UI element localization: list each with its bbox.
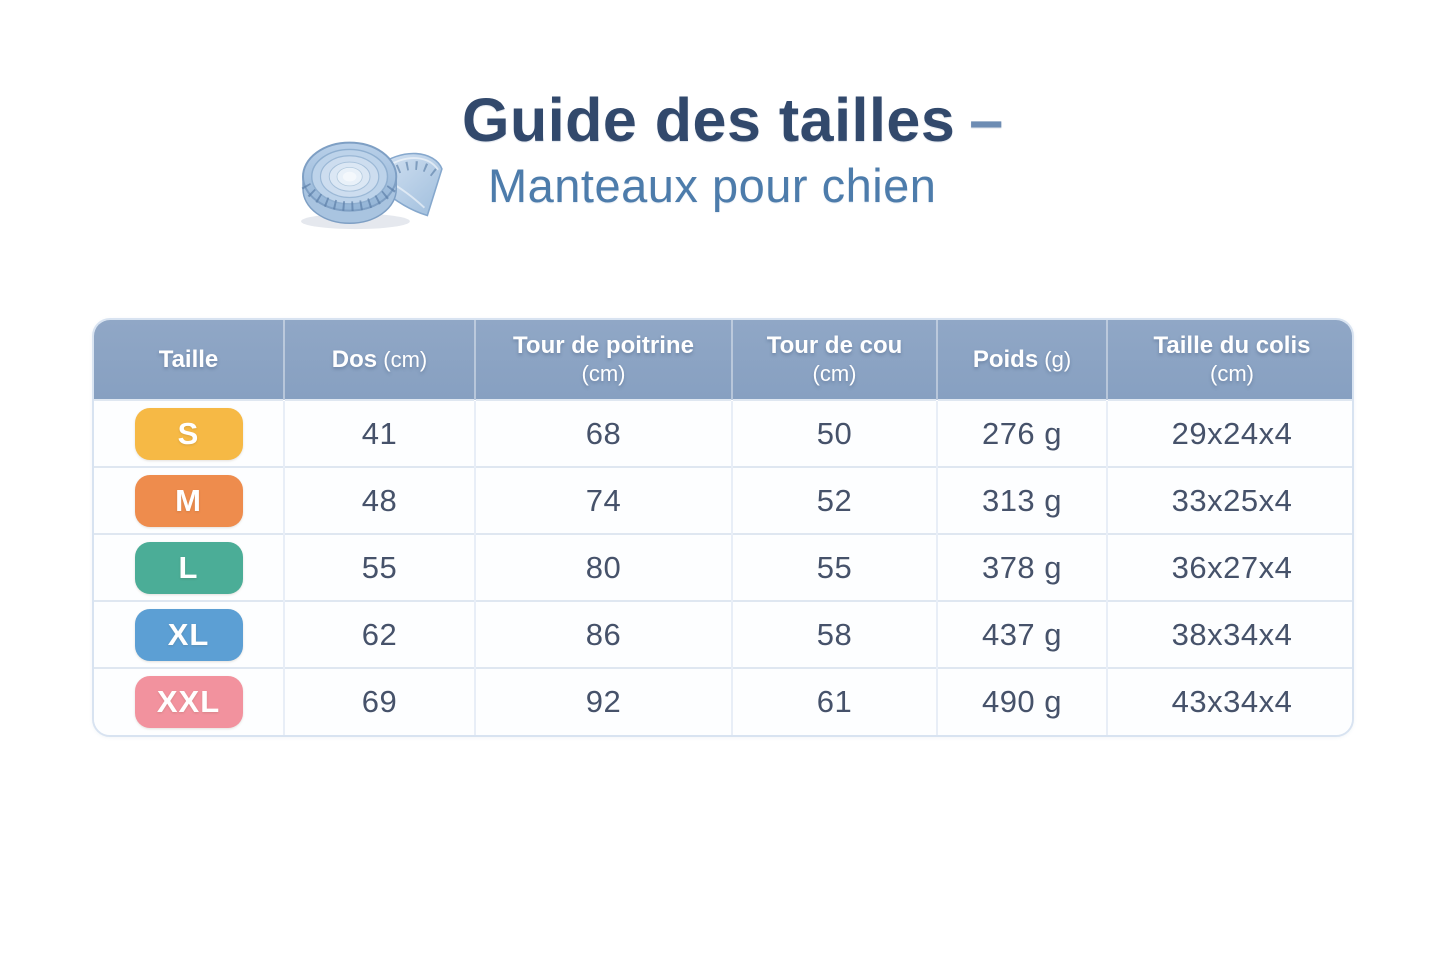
cell-poids-s: 276 g	[937, 399, 1108, 467]
page-title-text: Guide des tailles	[462, 86, 956, 154]
cell-colis-xxl: 43x34x4	[1107, 667, 1352, 735]
column-label: Taille	[158, 345, 219, 373]
cell-colis-l: 36x27x4	[1107, 533, 1352, 601]
column-header-poitrine: Tour de poitrine (cm)	[475, 320, 733, 400]
size-badge-xl: XL	[134, 608, 243, 661]
cell-dos-s: 41	[284, 399, 476, 467]
cell-poids-xxl: 490 g	[937, 667, 1108, 735]
column-header-taille: Taille	[94, 320, 285, 400]
size-badge-s: S	[134, 407, 243, 460]
cell-poitrine-l: 80	[475, 533, 733, 601]
cell-poitrine-xl: 86	[475, 600, 733, 668]
page-header: Guide des tailles – Manteaux pour chien	[462, 88, 1004, 210]
cell-colis-xl: 38x34x4	[1107, 600, 1352, 668]
measuring-tape-icon	[301, 141, 443, 230]
column-label: Taille du colis	[1153, 332, 1311, 360]
column-unit: (cm)	[581, 360, 626, 386]
title-dash: –	[969, 86, 1004, 154]
column-label: Tour de poitrine	[513, 332, 694, 360]
page-subtitle: Manteaux pour chien	[488, 159, 937, 213]
size-badge-m: M	[134, 474, 243, 527]
cell-colis-m: 33x25x4	[1107, 466, 1352, 534]
table-row-m: M 48 74 52 313 g 33x25x4	[94, 466, 1352, 534]
cell-dos-l: 55	[284, 533, 476, 601]
column-header-poids: Poids (g)	[937, 320, 1108, 400]
table-body: S 41 68 50 276 g 29x24x4 M 48 74 52 313 g 33x25x4 L 5…	[94, 399, 1352, 735]
column-label: Tour de cou	[766, 332, 903, 360]
cell-cou-xxl: 61	[732, 667, 938, 735]
column-unit: (g)	[1038, 346, 1072, 372]
table-row-l: L 55 80 55 378 g 36x27x4	[94, 533, 1352, 601]
column-header-dos: Dos (cm)	[284, 320, 476, 400]
column-label: Dos	[331, 345, 378, 373]
cell-cou-l: 55	[732, 533, 938, 601]
size-badge-xxl: XXL	[134, 676, 243, 728]
size-cell-s: S	[94, 399, 285, 467]
cell-cou-s: 50	[732, 399, 938, 467]
cell-cou-m: 52	[732, 466, 938, 534]
column-label: Poids	[972, 345, 1039, 373]
size-guide-table: Taille Dos (cm) Tour de poitrine (cm) Tour d…	[94, 320, 1352, 735]
cell-dos-xl: 62	[284, 600, 476, 668]
cell-poitrine-m: 74	[475, 466, 733, 534]
size-cell-xxl: XXL	[94, 667, 285, 735]
size-cell-m: M	[94, 466, 285, 534]
cell-poids-l: 378 g	[937, 533, 1108, 601]
table-header-row: Taille Dos (cm) Tour de poitrine (cm) Tour d…	[94, 320, 1352, 400]
column-header-cou: Tour de cou (cm)	[732, 320, 938, 400]
cell-poitrine-xxl: 92	[475, 667, 733, 735]
cell-poids-xl: 437 g	[937, 600, 1108, 668]
column-unit: (cm)	[812, 360, 857, 386]
cell-poids-m: 313 g	[937, 466, 1108, 534]
column-header-colis: Taille du colis (cm)	[1107, 320, 1352, 400]
size-cell-xl: XL	[94, 600, 285, 668]
size-guide-table-container: Taille Dos (cm) Tour de poitrine (cm) Tour d…	[92, 318, 1354, 737]
table-row-s: S 41 68 50 276 g 29x24x4	[94, 399, 1352, 467]
table-row-xl: XL 62 86 58 437 g 38x34x4	[94, 600, 1352, 668]
table-row-xxl: XXL 69 92 61 490 g 43x34x4	[94, 667, 1352, 735]
cell-poitrine-s: 68	[475, 399, 733, 467]
cell-colis-s: 29x24x4	[1107, 399, 1352, 467]
column-unit: (cm)	[1210, 360, 1254, 386]
size-cell-l: L	[94, 533, 285, 601]
column-unit: (cm)	[377, 346, 428, 372]
page-title: Guide des tailles –	[462, 88, 1004, 152]
cell-dos-m: 48	[284, 466, 476, 534]
size-badge-l: L	[134, 541, 243, 594]
cell-dos-xxl: 69	[284, 667, 476, 735]
cell-cou-xl: 58	[732, 600, 938, 668]
